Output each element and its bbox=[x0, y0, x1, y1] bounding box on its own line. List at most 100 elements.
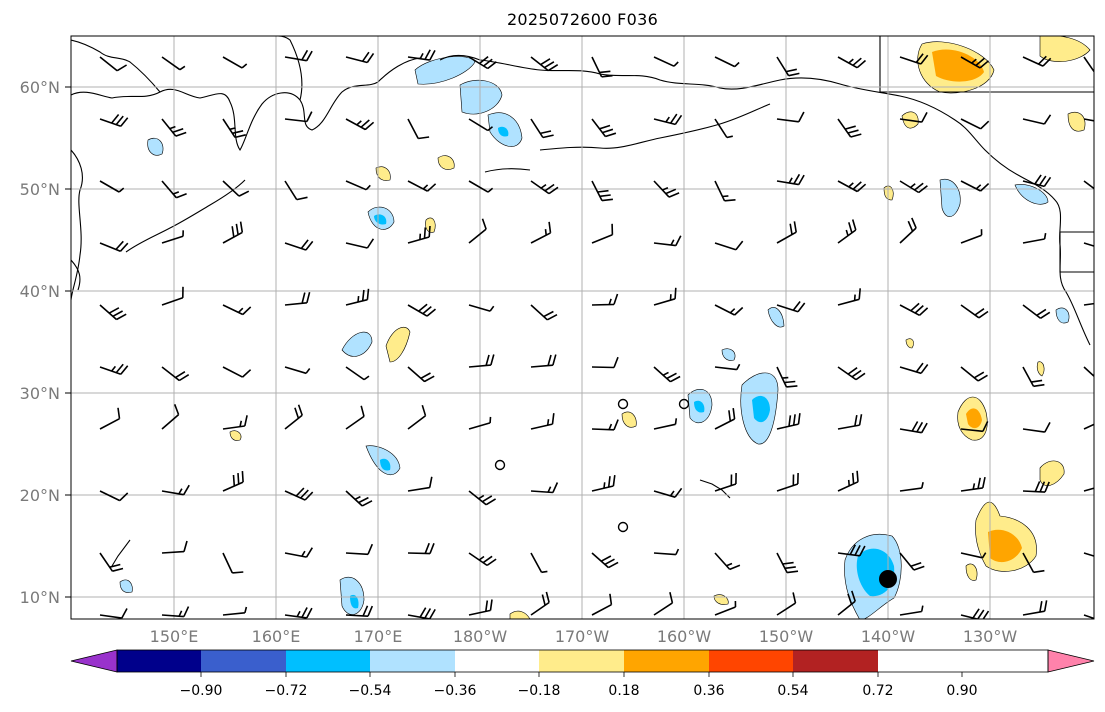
colorbar-cell bbox=[286, 650, 370, 672]
wind-barb bbox=[653, 113, 683, 126]
wind-barb-stroke bbox=[407, 607, 436, 619]
wind-barb-stroke bbox=[345, 180, 371, 191]
colorbar: −0.90 −0.72 −0.54 −0.36 −0.18 0.18 0.36 … bbox=[70, 649, 1095, 699]
wind-barb-stroke bbox=[284, 239, 314, 251]
positive-anomaly-area bbox=[425, 217, 436, 233]
wind-barb-stroke bbox=[530, 118, 554, 139]
wind-barb bbox=[284, 607, 313, 619]
wind-barb-stroke bbox=[960, 304, 989, 319]
wind-barb bbox=[837, 414, 863, 430]
wind-barb-stroke bbox=[99, 490, 129, 502]
wind-barb bbox=[284, 239, 314, 251]
wind-barb-stroke bbox=[899, 217, 917, 244]
wind-barb-stroke bbox=[653, 287, 677, 306]
wind-barb bbox=[591, 474, 616, 492]
wind-barb bbox=[345, 118, 375, 131]
wind-barb-stroke bbox=[530, 552, 548, 574]
wind-barb-stroke bbox=[714, 56, 740, 68]
wind-barb-stroke bbox=[99, 240, 129, 253]
wind-barb bbox=[591, 180, 613, 202]
map-panel bbox=[70, 35, 1095, 620]
wind-barb-stroke bbox=[345, 605, 374, 617]
wind-barb bbox=[776, 552, 799, 574]
wind-barb-stroke bbox=[714, 407, 736, 430]
negative-anomaly-area bbox=[119, 579, 133, 593]
wind-barb bbox=[161, 484, 190, 496]
wind-barb-stroke bbox=[837, 56, 867, 69]
wind-barb bbox=[407, 225, 431, 244]
wind-barb-stroke bbox=[530, 354, 557, 368]
wind-barb-stroke bbox=[1022, 304, 1051, 319]
wind-barb-stroke bbox=[899, 421, 928, 434]
wind-barb-stroke bbox=[1083, 56, 1094, 73]
positive-anomaly-area bbox=[375, 166, 391, 181]
wind-barb bbox=[161, 56, 186, 71]
colorbar-tick-label: 0.72 bbox=[862, 683, 893, 699]
colorbar-labels: −0.90 −0.72 −0.54 −0.36 −0.18 0.18 0.36 … bbox=[180, 683, 978, 699]
wind-barb bbox=[591, 593, 613, 616]
wind-barb-stroke bbox=[468, 55, 497, 70]
wind-barb bbox=[468, 354, 495, 368]
wind-barb-stroke bbox=[284, 292, 311, 306]
wind-barb-stroke bbox=[899, 112, 928, 123]
wind-barb-stroke bbox=[960, 118, 990, 130]
wind-barb bbox=[591, 223, 614, 244]
wind-barb-stroke bbox=[837, 219, 857, 244]
wind-barb bbox=[837, 219, 857, 244]
wind-barb-stroke bbox=[1022, 232, 1047, 244]
axis-ticks: 10°N 20°N 30°N 40°N 50°N 60°N 150°E 160°… bbox=[20, 78, 1018, 646]
wind-barb bbox=[345, 405, 365, 430]
wind-barb-stroke bbox=[468, 490, 497, 506]
wind-barb bbox=[653, 180, 680, 198]
wind-barb-stroke bbox=[960, 366, 988, 382]
wind-barb bbox=[407, 303, 437, 317]
wind-barb-stroke bbox=[222, 304, 252, 316]
wind-barb-stroke bbox=[161, 56, 186, 71]
wind-barb bbox=[714, 472, 737, 492]
wind-barb-stroke bbox=[591, 293, 619, 306]
wind-barb-stroke bbox=[899, 552, 925, 571]
wind-barb-stroke bbox=[222, 221, 244, 244]
wind-barb bbox=[899, 217, 917, 244]
calm-wind-marker bbox=[678, 398, 690, 410]
wind-barb bbox=[837, 470, 859, 492]
wind-barb bbox=[161, 286, 184, 306]
wind-barb-stroke bbox=[714, 180, 736, 202]
wind-barb-stroke bbox=[407, 180, 437, 192]
wind-barb bbox=[899, 302, 929, 317]
wind-barb-stroke bbox=[653, 235, 682, 247]
wind-barb-stroke bbox=[468, 180, 494, 193]
colorbar-cell bbox=[793, 650, 878, 672]
wind-barb-stroke bbox=[653, 366, 681, 383]
positive-anomaly-area bbox=[509, 610, 531, 619]
colorbar-tick-label: 0.36 bbox=[693, 683, 724, 699]
wind-barb-stroke bbox=[837, 366, 866, 381]
wind-barb bbox=[960, 366, 988, 382]
lon-label: 180°W bbox=[453, 627, 508, 646]
wind-barb bbox=[776, 366, 798, 388]
wind-barb bbox=[899, 112, 928, 123]
wind-barb-stroke bbox=[468, 552, 497, 567]
wind-barb bbox=[899, 605, 924, 616]
wind-barb bbox=[530, 354, 557, 368]
wind-barb bbox=[899, 362, 929, 375]
wind-barb-stroke bbox=[653, 56, 679, 67]
wind-barb-stroke bbox=[776, 413, 801, 430]
wind-barb-stroke bbox=[653, 487, 683, 498]
negative-anomaly-area bbox=[721, 348, 736, 361]
wind-barb-stroke bbox=[1083, 366, 1094, 378]
wind-barb-stroke bbox=[1022, 174, 1052, 188]
wind-barb-stroke bbox=[714, 363, 741, 371]
wind-barb-stroke bbox=[530, 591, 550, 616]
wind-barb bbox=[284, 49, 313, 62]
colorbar-tick-label: −0.18 bbox=[518, 683, 561, 699]
wind-barb bbox=[222, 221, 244, 244]
wind-barb-stroke bbox=[284, 607, 313, 619]
wind-barb-stroke bbox=[591, 180, 613, 202]
wind-barb bbox=[714, 552, 741, 571]
wind-barb-stroke bbox=[407, 542, 435, 555]
wind-barb bbox=[407, 49, 436, 61]
wind-barb-stroke bbox=[776, 552, 799, 574]
wind-barb-stroke bbox=[1022, 422, 1051, 433]
wind-barb-stroke bbox=[960, 608, 990, 619]
